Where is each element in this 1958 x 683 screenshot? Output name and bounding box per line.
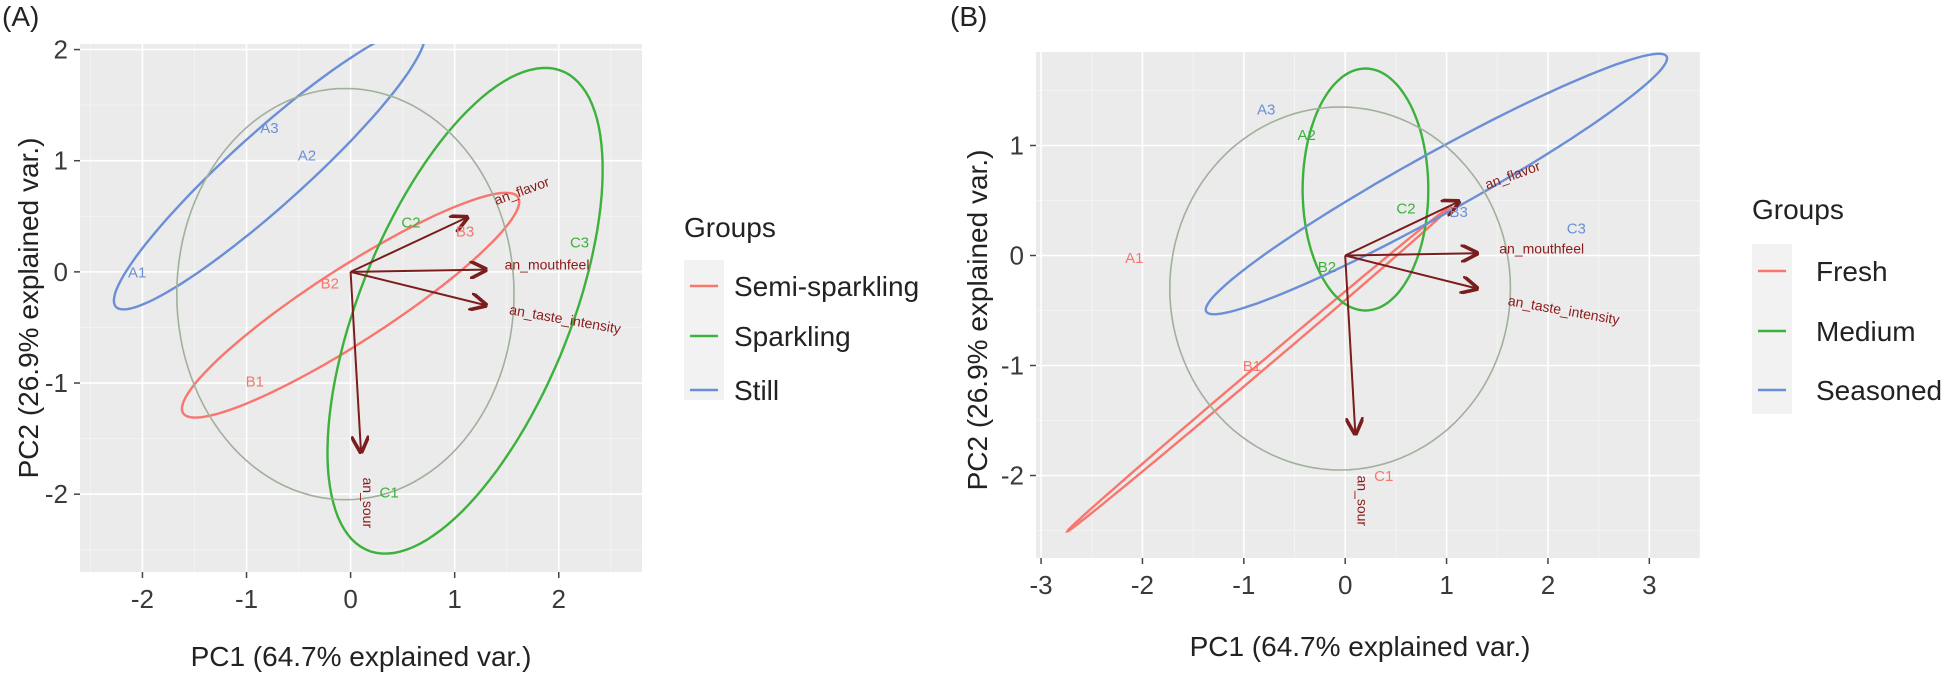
sample-label-a2: A2 bbox=[298, 148, 316, 165]
loading-label-an_mouthfeel: an_mouthfeel bbox=[1499, 240, 1584, 256]
group-ellipse-medium bbox=[1301, 67, 1430, 312]
x-tick-label: -1 bbox=[1232, 570, 1255, 600]
loading-arrow-an_mouthfeel bbox=[350, 270, 486, 272]
panel-b-legend-item-seasoned: Seasoned bbox=[1758, 375, 1942, 406]
panel-b-label: (B) bbox=[950, 1, 987, 32]
panel-a-legend-item-semi-sparkling: Semi-sparkling bbox=[690, 271, 919, 302]
group-ellipse-overall bbox=[175, 87, 515, 501]
x-tick-label: 1 bbox=[1439, 570, 1453, 600]
loading-arrow-an_taste_intensity bbox=[350, 270, 486, 305]
sample-label-c1: C1 bbox=[1374, 468, 1393, 485]
loading-arrow-an_sour bbox=[1344, 255, 1355, 434]
panel-a-legend-label-still: Still bbox=[734, 375, 779, 406]
y-tick-label: -1 bbox=[45, 368, 68, 398]
sample-label-b1: B1 bbox=[1243, 358, 1261, 375]
sample-label-b3: B3 bbox=[456, 223, 474, 240]
sample-label-c2: C2 bbox=[1396, 201, 1415, 218]
group-ellipse-seasoned bbox=[1204, 52, 1669, 316]
x-tick-label: 1 bbox=[447, 584, 461, 614]
panel-b-legend-label-medium: Medium bbox=[1816, 316, 1916, 347]
panel-a-label: (A) bbox=[2, 1, 39, 32]
loading-label-an_mouthfeel: an_mouthfeel bbox=[505, 257, 590, 273]
loading-label-an_sour: an_sour bbox=[1354, 476, 1370, 527]
panel-b-legend-key-background bbox=[1752, 244, 1792, 414]
panel-a-legend-key-background bbox=[684, 260, 724, 400]
y-tick-label: -2 bbox=[45, 479, 68, 509]
group-ellipse-overall bbox=[1168, 106, 1512, 471]
loading-arrow-an_flavor bbox=[1344, 202, 1459, 257]
panel-a-legend-item-still: Still bbox=[690, 375, 779, 406]
loading-arrow-an_sour bbox=[349, 271, 361, 452]
panel-a: (A) PC1 (64.7% explained var.) PC2 (26.9… bbox=[2, 1, 919, 672]
sample-label-b2: B2 bbox=[321, 276, 339, 293]
panel-b-plot-content bbox=[1036, 52, 1700, 558]
x-tick-label: -2 bbox=[131, 584, 154, 614]
loading-arrow-an_mouthfeel bbox=[1345, 253, 1477, 255]
x-tick-label: -1 bbox=[235, 584, 258, 614]
panel-a-plot-area bbox=[80, 44, 642, 572]
panel-a-legend-item-sparkling: Sparkling bbox=[690, 321, 851, 352]
x-tick-label: -2 bbox=[1131, 570, 1154, 600]
sample-label-c3: C3 bbox=[570, 234, 589, 251]
group-ellipse-still bbox=[112, 44, 425, 311]
panel-b-legend-item-medium: Medium bbox=[1758, 316, 1916, 347]
panel-b-plot-area bbox=[1036, 52, 1700, 558]
sample-label-a3: A3 bbox=[1257, 102, 1275, 119]
x-tick-label: 3 bbox=[1642, 570, 1656, 600]
x-tick-label: 0 bbox=[1338, 570, 1352, 600]
y-tick-label: 0 bbox=[54, 257, 68, 287]
x-tick-label: -3 bbox=[1030, 570, 1053, 600]
sample-label-c2: C2 bbox=[401, 214, 420, 231]
y-tick-label: 0 bbox=[1010, 241, 1024, 271]
panel-a-legend-title: Groups bbox=[684, 212, 776, 243]
loading-arrow-an_flavor bbox=[350, 217, 468, 273]
y-tick-label: -1 bbox=[1001, 351, 1024, 381]
panel-b-legend-title: Groups bbox=[1752, 194, 1844, 225]
x-tick-label: 2 bbox=[1541, 570, 1555, 600]
sample-label-b2: B2 bbox=[1318, 259, 1336, 276]
group-ellipse-semi-sparkling bbox=[180, 191, 521, 419]
panel-b-legend: Groups Fresh Medium Seasoned bbox=[1752, 194, 1942, 414]
sample-label-a1: A1 bbox=[128, 264, 146, 281]
x-tick-label: 2 bbox=[552, 584, 566, 614]
sample-label-b1: B1 bbox=[246, 373, 264, 390]
sample-label-c3: C3 bbox=[1567, 221, 1586, 238]
sample-label-c1: C1 bbox=[380, 485, 399, 502]
loading-label-an_sour: an_sour bbox=[360, 478, 376, 529]
y-tick-label: 1 bbox=[1010, 131, 1024, 161]
sample-label-a2: A2 bbox=[1297, 127, 1315, 144]
y-tick-label: -2 bbox=[1001, 461, 1024, 491]
panel-a-plot-content bbox=[80, 44, 642, 572]
sample-label-a3: A3 bbox=[260, 120, 278, 137]
panel-b-legend-item-fresh: Fresh bbox=[1758, 256, 1888, 287]
group-ellipse-fresh bbox=[1065, 205, 1453, 533]
y-tick-label: 2 bbox=[54, 35, 68, 65]
panel-b-x-axis-title: PC1 (64.7% explained var.) bbox=[1190, 631, 1531, 662]
panel-a-legend-label-sparkling: Sparkling bbox=[734, 321, 851, 352]
panel-a-y-axis-title: PC2 (26.9% explained var.) bbox=[13, 138, 44, 479]
sample-label-b3: B3 bbox=[1450, 204, 1468, 221]
sample-label-a1: A1 bbox=[1125, 250, 1143, 267]
loading-arrow-an_taste_intensity bbox=[1344, 254, 1477, 289]
panel-a-x-axis-title: PC1 (64.7% explained var.) bbox=[191, 641, 532, 672]
panel-a-legend: Groups Semi-sparkling Sparkling Still bbox=[684, 212, 919, 406]
group-ellipse-sparkling bbox=[326, 66, 604, 555]
panel-a-legend-label-semi-sparkling: Semi-sparkling bbox=[734, 271, 919, 302]
panel-b-legend-label-seasoned: Seasoned bbox=[1816, 375, 1942, 406]
x-tick-label: 0 bbox=[343, 584, 357, 614]
panel-b: (B) PC1 (64.7% explained var.) PC2 (26.9… bbox=[950, 1, 1942, 662]
panel-b-y-axis-title: PC2 (26.9% explained var.) bbox=[962, 150, 993, 491]
y-tick-label: 1 bbox=[54, 146, 68, 176]
panel-b-legend-label-fresh: Fresh bbox=[1816, 256, 1888, 287]
